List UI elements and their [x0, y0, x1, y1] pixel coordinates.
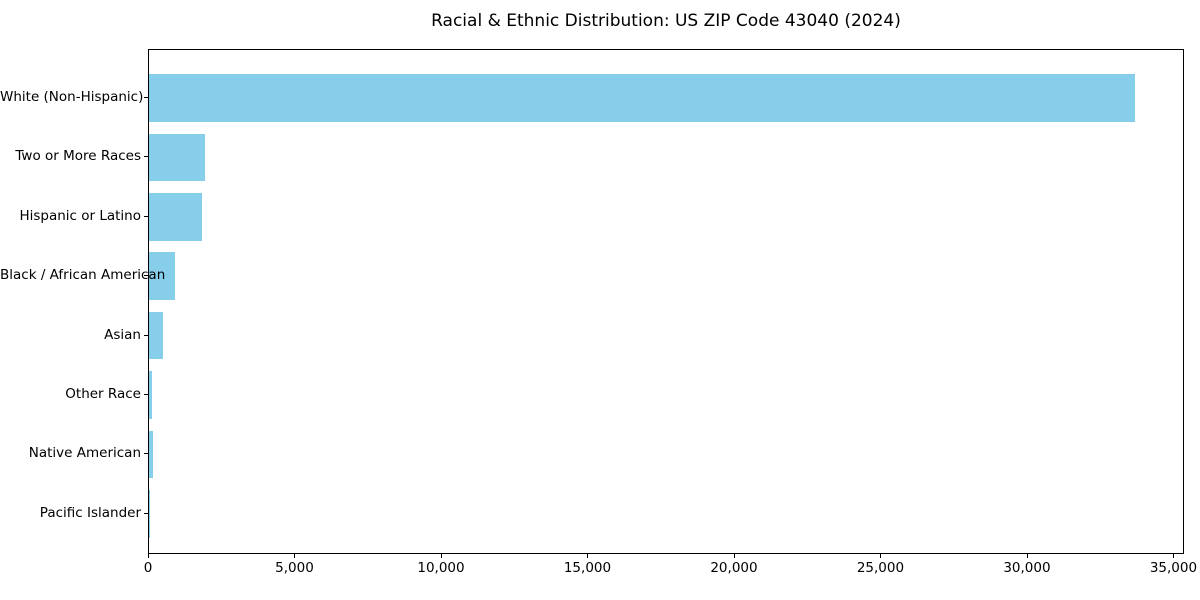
x-axis-tick [440, 554, 442, 558]
bar-other-race [149, 371, 152, 419]
x-axis-tick [880, 554, 882, 558]
bar-two-or-more-races [149, 133, 205, 182]
y-axis-label-white-non-hispanic: White (Non-Hispanic) [0, 89, 144, 105]
y-axis-tick [144, 512, 148, 514]
bar-native-american [149, 430, 153, 479]
x-axis-tick [294, 554, 296, 558]
bar-hispanic-or-latino [149, 193, 203, 241]
chart-title: Racial & Ethnic Distribution: US ZIP Cod… [431, 11, 901, 31]
y-axis-tick [144, 453, 148, 455]
x-axis-tick [733, 554, 735, 558]
plot-area [148, 49, 1184, 554]
x-axis-tick [1173, 554, 1175, 558]
x-axis-tick-label: 35,000 [1149, 560, 1198, 576]
y-axis-tick [144, 97, 148, 98]
y-axis-label-other-race: Other Race [65, 386, 141, 402]
y-axis-label-native-american: Native American [28, 445, 141, 462]
y-axis-tick [144, 275, 148, 277]
y-axis-tick [144, 156, 148, 158]
y-axis-tick [144, 215, 148, 217]
x-axis-tick-label: 10,000 [417, 560, 465, 576]
x-axis-tick-label: 25,000 [856, 560, 905, 576]
x-axis-tick-label: 30,000 [1003, 560, 1051, 576]
x-axis-tick-label: 15,000 [563, 560, 612, 576]
x-axis-tick [587, 554, 589, 558]
y-axis-label-pacific-islander: Pacific Islander [39, 504, 141, 521]
y-axis-tick [144, 394, 148, 395]
y-axis-label-asian: Asian [104, 326, 141, 343]
y-axis-label-black-african-american: Black / African American [0, 267, 166, 284]
y-axis-tick [144, 334, 148, 336]
x-axis-tick-label: 0 [143, 560, 153, 576]
y-axis-label-two-or-more-races: Two or More Races [15, 148, 141, 165]
y-axis-label-hispanic-or-latino: Hispanic or Latino [19, 207, 141, 224]
x-axis-tick [1026, 554, 1028, 558]
x-axis-tick [148, 554, 149, 558]
bar-black-african-american [149, 252, 176, 300]
bar-white-non-hispanic [149, 74, 1135, 122]
x-axis-tick-label: 20,000 [710, 560, 758, 576]
x-axis-tick-label: 5,000 [275, 560, 314, 576]
bar-asian [149, 311, 164, 360]
